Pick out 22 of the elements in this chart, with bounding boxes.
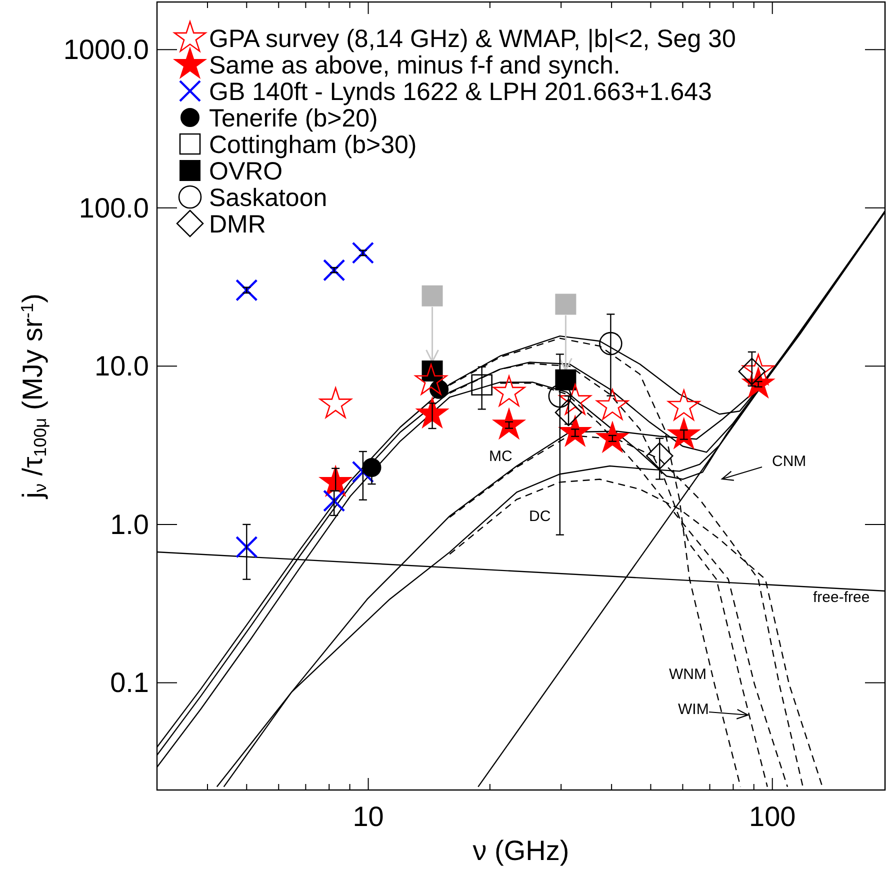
- legend-label: Same as above, minus f-f and synch.: [209, 52, 620, 80]
- legend-label: Saskatoon: [209, 184, 328, 212]
- legend-label: DMR: [209, 210, 266, 238]
- legend-label: Tenerife (b>20): [209, 104, 378, 132]
- y-tick-label: 1.0: [110, 508, 149, 540]
- x-axis-title: ν (GHz): [472, 835, 570, 866]
- y-tick-label: 100.0: [78, 192, 149, 224]
- x-tick-label: 100: [749, 801, 796, 832]
- y-tick-label: 0.1: [110, 667, 149, 698]
- y-tick-label: 1000.0: [63, 34, 149, 66]
- annotation: DC: [529, 508, 551, 524]
- legend-label: GB 140ft - Lynds 1622 & LPH 201.663+1.643: [209, 78, 712, 106]
- annotation: WNM: [669, 666, 706, 682]
- annotation: WIM: [678, 700, 709, 718]
- legend-label: OVRO: [209, 158, 283, 186]
- annotation: MC: [489, 448, 512, 464]
- legend-label: GPA survey (8,14 GHz) & WMAP, |b|<2, Seg 30: [209, 25, 736, 53]
- x-tick-label: 10: [352, 801, 384, 832]
- legend-label: Cottingham (b>30): [209, 131, 417, 159]
- annotation: CNM: [772, 452, 806, 470]
- y-tick-label: 10.0: [94, 350, 149, 382]
- annotation: free-free: [813, 588, 870, 606]
